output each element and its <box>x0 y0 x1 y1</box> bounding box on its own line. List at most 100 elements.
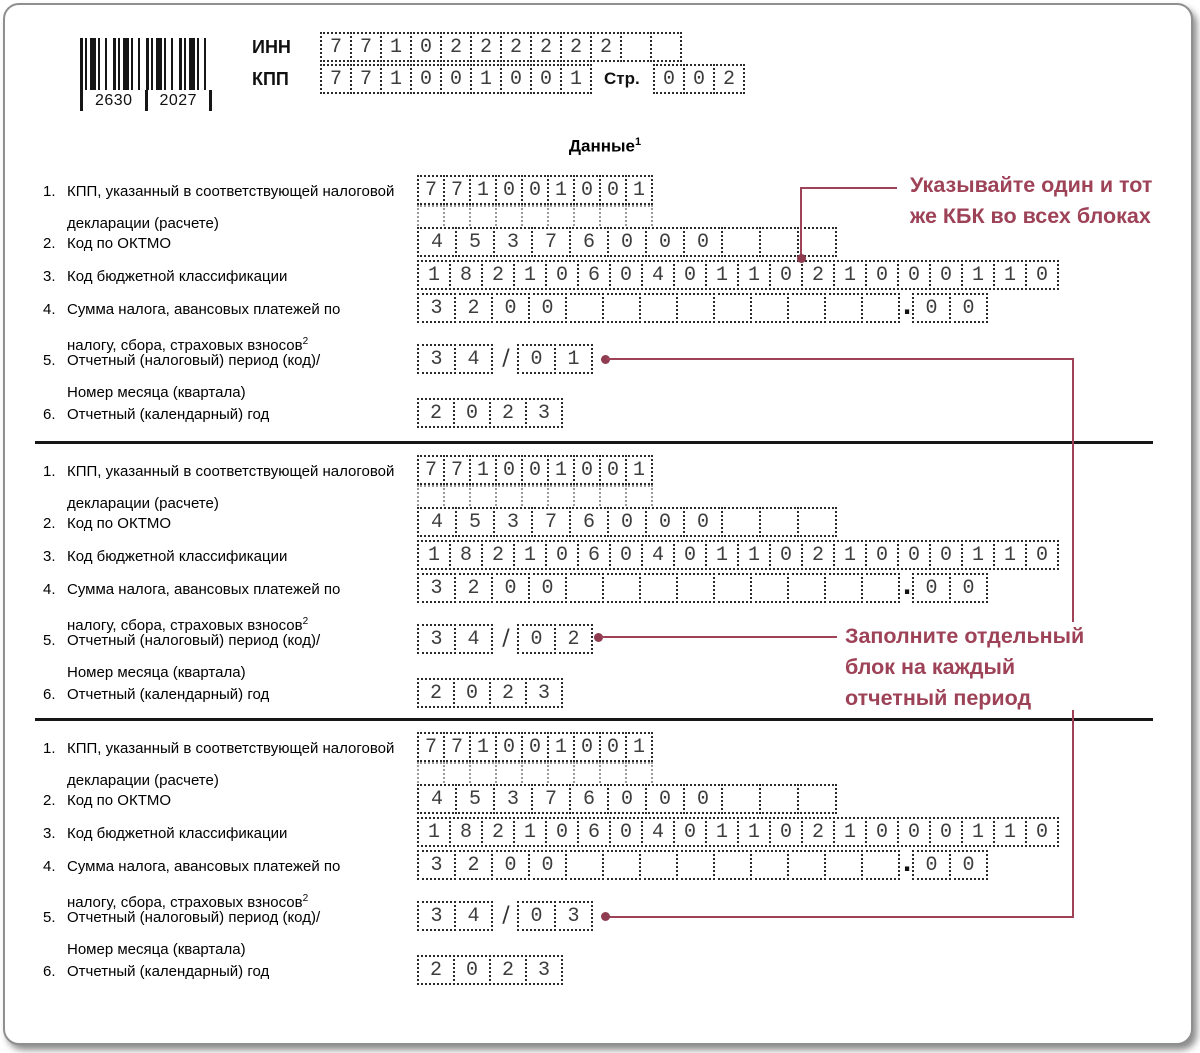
digit-cell: 0 <box>440 64 472 94</box>
digit-cell <box>759 784 799 814</box>
block-separator <box>35 441 1153 444</box>
digit-cell: 8 <box>449 260 483 290</box>
connector-line <box>800 187 802 257</box>
annotation-line: же КБК во всех блоках <box>910 204 1151 228</box>
digit-cell: 7 <box>531 507 571 537</box>
field-label-text: Код по ОКТМО <box>67 792 172 809</box>
digit-cell <box>861 573 900 603</box>
digit-cell: 0 <box>453 955 491 985</box>
digit-cell: 1 <box>554 344 593 374</box>
digit-cell <box>721 507 761 537</box>
digit-cell: 3 <box>525 398 563 428</box>
digit-cell <box>650 32 682 62</box>
digit-cell: 0 <box>865 260 899 290</box>
digit-cell: 0 <box>500 64 532 94</box>
digit-cell <box>797 784 837 814</box>
digit-cell: 0 <box>573 732 601 762</box>
digit-cell <box>565 850 604 880</box>
field-number: 4. <box>43 581 56 598</box>
digit-cell: 4 <box>417 784 457 814</box>
digit-cell: 3 <box>417 850 456 880</box>
digit-cell <box>750 573 789 603</box>
digit-cell: 0 <box>410 64 442 94</box>
digit-cell: 0 <box>865 540 899 570</box>
connector-dot <box>601 355 610 364</box>
digit-cell: 0 <box>545 540 579 570</box>
digit-cell <box>602 293 641 323</box>
digit-cell: 0 <box>599 455 627 485</box>
field-number: 5. <box>43 632 56 649</box>
digit-cell: 7 <box>531 227 571 257</box>
digit-cell: 0 <box>645 784 685 814</box>
field-label: 3. Код бюджетной классификации <box>43 818 408 850</box>
field-number: 6. <box>43 406 56 423</box>
digit-cell: 1 <box>380 32 412 62</box>
period-slash: / <box>502 346 510 371</box>
digit-cell: 0 <box>517 624 556 654</box>
digit-cell <box>750 293 789 323</box>
digit-cell <box>602 850 641 880</box>
field-label-text: КПП, указанный в соответствующей налогов… <box>67 183 395 232</box>
field-label-text: Код бюджетной классификации <box>67 268 288 285</box>
digit-cell <box>759 227 799 257</box>
period-slash: / <box>502 903 510 928</box>
digit-cell: 7 <box>417 175 445 205</box>
digit-cell: 2 <box>530 32 562 62</box>
digit-cell: 0 <box>912 293 951 323</box>
digit-cell: 1 <box>469 732 497 762</box>
field-label: 4. Сумма налога, авансовых платежей по нал… <box>43 574 408 642</box>
barcode-bars-icon <box>80 38 212 90</box>
digit-cell: 1 <box>513 540 547 570</box>
digit-cell: 4 <box>417 507 457 537</box>
digit-cell: 2 <box>489 955 527 985</box>
connector-dot <box>594 633 603 642</box>
digit-cell: 6 <box>569 507 609 537</box>
digit-cell: 1 <box>469 175 497 205</box>
digit-cell: 2 <box>801 540 835 570</box>
digit-cell <box>824 850 863 880</box>
digit-cell: 4 <box>417 227 457 257</box>
digit-cell: 0 <box>521 175 549 205</box>
digit-cell: 1 <box>547 175 575 205</box>
digit-cell: 0 <box>495 455 523 485</box>
barcode-digits-left: 2630 <box>94 92 133 109</box>
period-slash: / <box>502 626 510 651</box>
digit-cell: 1 <box>833 540 867 570</box>
digit-cell: 2 <box>454 293 493 323</box>
digit-cell: 1 <box>513 817 547 847</box>
field-label-text: Сумма налога, авансовых платежей по налог… <box>67 858 341 911</box>
digit-cell: 0 <box>410 32 442 62</box>
field-number: 3. <box>43 825 56 842</box>
digit-cell: 7 <box>443 455 471 485</box>
field-number: 2. <box>43 515 56 532</box>
digit-cell: 1 <box>705 260 739 290</box>
field-label-text: Сумма налога, авансовых платежей по налог… <box>67 581 341 634</box>
digit-cell: 7 <box>350 64 382 94</box>
barcode-bar <box>144 90 148 111</box>
digit-cell: 6 <box>569 784 609 814</box>
connector-line <box>606 358 1074 360</box>
digit-cell: 7 <box>531 784 571 814</box>
digit-cell: 1 <box>705 540 739 570</box>
digit-cell: 2 <box>481 260 515 290</box>
digit-cell: 1 <box>993 260 1027 290</box>
digit-cell: 0 <box>599 175 627 205</box>
digit-cell: 0 <box>897 817 931 847</box>
inn-label: ИНН <box>252 37 291 57</box>
digit-cell: 0 <box>865 817 899 847</box>
digit-cell: 1 <box>417 817 451 847</box>
digit-cell: 0 <box>683 64 715 94</box>
digit-cell <box>713 850 752 880</box>
digit-cell: 0 <box>545 260 579 290</box>
digit-cell: 3 <box>417 293 456 323</box>
digit-cell: 0 <box>769 260 803 290</box>
digit-cell: 0 <box>645 507 685 537</box>
digit-cell: 1 <box>625 455 653 485</box>
digit-cell <box>565 293 604 323</box>
digit-cell: 2 <box>590 32 622 62</box>
